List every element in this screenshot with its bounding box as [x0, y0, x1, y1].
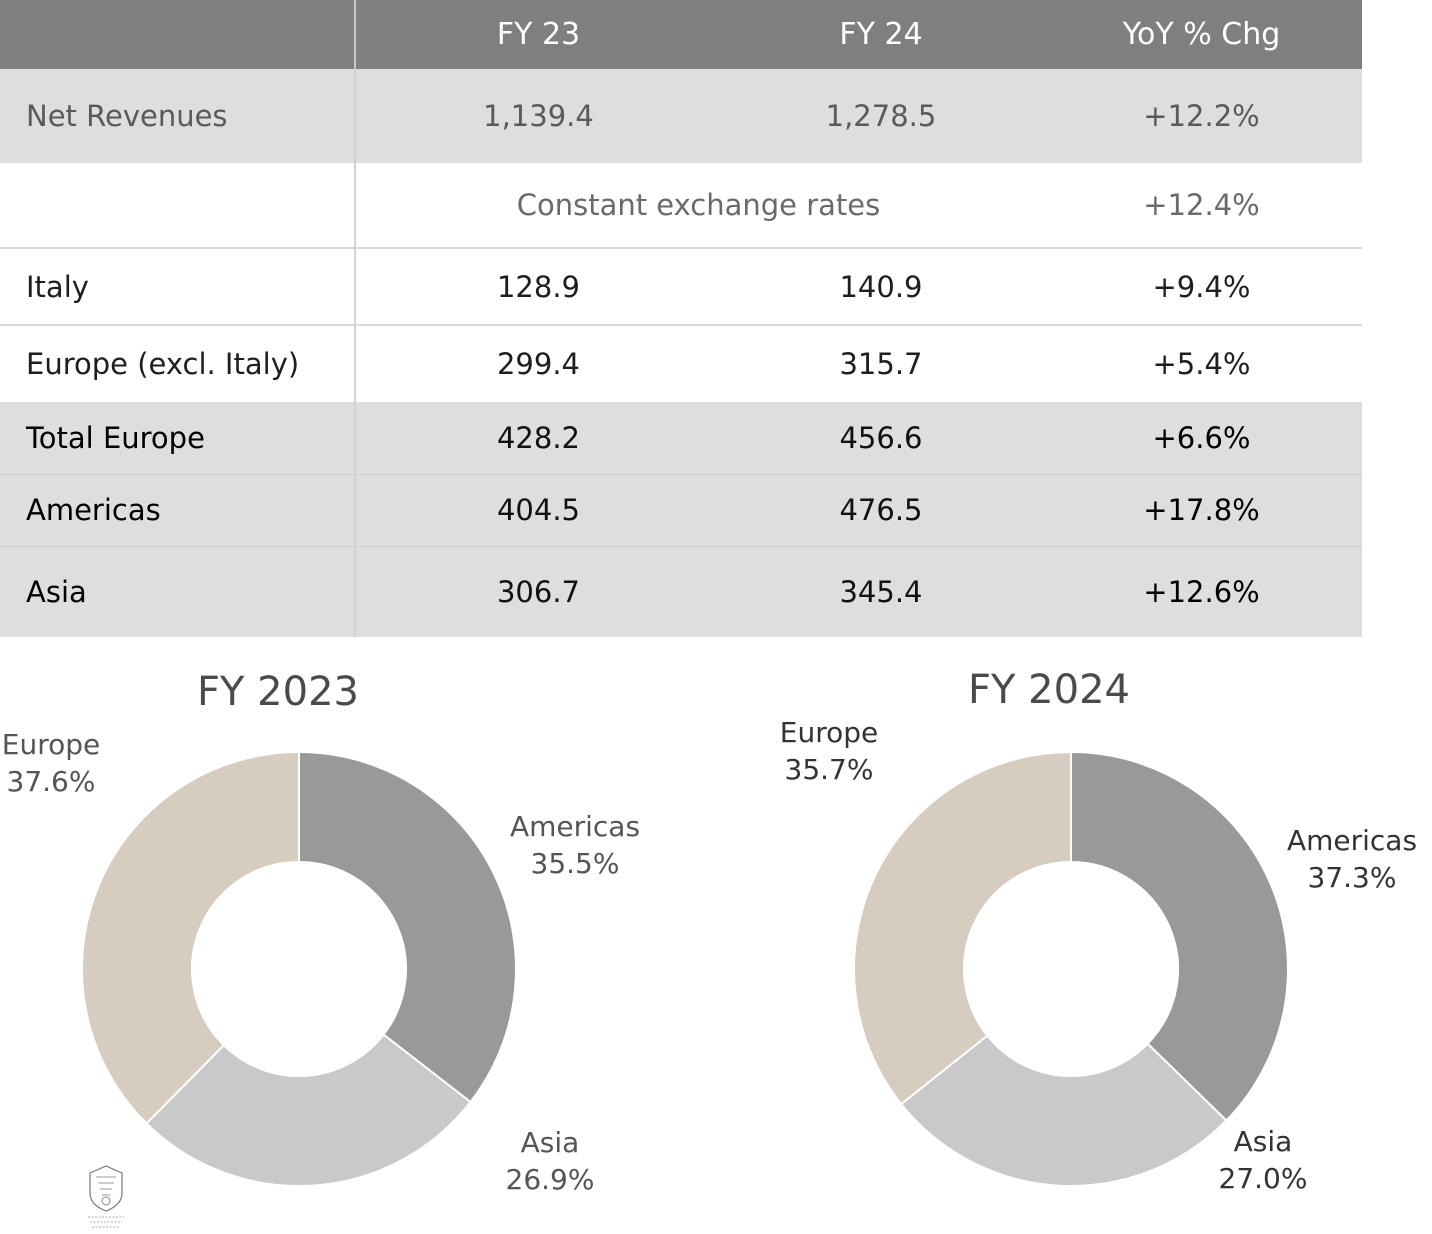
- table-row: Europe (excl. Italy) 299.4 315.7 +5.4%: [0, 325, 1362, 402]
- yoy-value: +5.4%: [1152, 347, 1251, 381]
- donut-fy2024: [853, 750, 1289, 1187]
- label-name-europe-fy2024: Europe: [780, 716, 878, 749]
- label-value-asia-fy2024: 27.0%: [1219, 1162, 1308, 1195]
- row-label: Asia: [0, 546, 356, 637]
- slice-americas-fy2024: [1070, 750, 1289, 1122]
- revenue-table: FY 23 FY 24 YoY % Chg Net Revenues 1,139…: [0, 0, 1362, 637]
- fy24-value: 476.5: [839, 493, 923, 527]
- label-name-asia-fy2023: Asia: [521, 1126, 580, 1159]
- row-label: Europe (excl. Italy): [0, 325, 356, 402]
- row-label: Americas: [0, 474, 356, 546]
- fy23-value: 1,139.4: [483, 99, 594, 133]
- fy24-value: 140.9: [839, 269, 923, 304]
- label-value-europe-fy2023: 37.6%: [7, 765, 96, 798]
- fy23-value: 299.4: [496, 347, 581, 381]
- fy23-value: 428.2: [496, 420, 581, 455]
- table-row: Asia 306.7 345.4 +12.6%: [0, 546, 1362, 637]
- slice-europe-fy2024: [853, 750, 1072, 1106]
- fy23-value: 306.7: [496, 574, 581, 609]
- label-name-europe-fy2023: Europe: [2, 728, 100, 761]
- label-value-americas-fy2023: 35.5%: [531, 847, 620, 880]
- fy24-value: 456.6: [839, 420, 923, 455]
- header-fy23: FY 23: [496, 17, 581, 52]
- constant-fx-label: Constant exchange rates: [516, 188, 881, 222]
- slice-europe-fy2023: [81, 750, 300, 1125]
- fy23-value: 404.5: [496, 493, 581, 527]
- header-blank: [0, 0, 356, 69]
- chart-title-fy2024: FY 2024: [968, 667, 1130, 713]
- header-fy24: FY 24: [839, 17, 923, 52]
- label-name-americas-fy2024: Americas: [1287, 824, 1417, 857]
- table-header-row: FY 23 FY 24 YoY % Chg: [0, 0, 1362, 69]
- fy23-value: 128.9: [496, 269, 581, 304]
- yoy-value: +12.2%: [1143, 99, 1260, 133]
- donut-fy2023: [81, 750, 517, 1187]
- yoy-value: +9.4%: [1152, 269, 1251, 304]
- chart-title-fy2023: FY 2023: [197, 669, 359, 715]
- row-label: Net Revenues: [0, 69, 356, 163]
- label-name-americas-fy2023: Americas: [510, 810, 640, 843]
- donut-charts: FY 2023 Americas 35.5% Asia 26.9% Europe…: [2, 667, 1417, 1196]
- constant-fx-row: Constant exchange rates +12.4%: [0, 163, 1362, 248]
- company-crest-logo: [88, 1165, 124, 1228]
- table-row: Americas 404.5 476.5 +17.8%: [0, 474, 1362, 546]
- label-value-europe-fy2024: 35.7%: [785, 753, 874, 786]
- header-yoy: YoY % Chg: [1122, 17, 1281, 52]
- slice-asia-fy2023: [145, 1033, 472, 1187]
- table-row: Italy 128.9 140.9 +9.4%: [0, 248, 1362, 325]
- yoy-value: +6.6%: [1152, 420, 1251, 455]
- row-label: Total Europe: [0, 402, 356, 474]
- fy24-value: 315.7: [839, 347, 923, 381]
- fy24-value: 1,278.5: [825, 99, 937, 133]
- slice-americas-fy2023: [298, 750, 517, 1104]
- row-label-blank: [0, 163, 356, 248]
- label-value-americas-fy2024: 37.3%: [1308, 861, 1397, 894]
- constant-fx-value: +12.4%: [1143, 188, 1260, 222]
- table-row: Total Europe 428.2 456.6 +6.6%: [0, 402, 1362, 474]
- slice-asia-fy2024: [899, 1034, 1228, 1187]
- label-value-asia-fy2023: 26.9%: [506, 1163, 595, 1196]
- yoy-value: +12.6%: [1143, 574, 1260, 609]
- row-label: Italy: [0, 248, 356, 325]
- net-revenues-row: Net Revenues 1,139.4 1,278.5 +12.2%: [0, 69, 1362, 163]
- yoy-value: +17.8%: [1143, 493, 1260, 527]
- label-name-asia-fy2024: Asia: [1234, 1125, 1293, 1158]
- fy24-value: 345.4: [839, 574, 923, 609]
